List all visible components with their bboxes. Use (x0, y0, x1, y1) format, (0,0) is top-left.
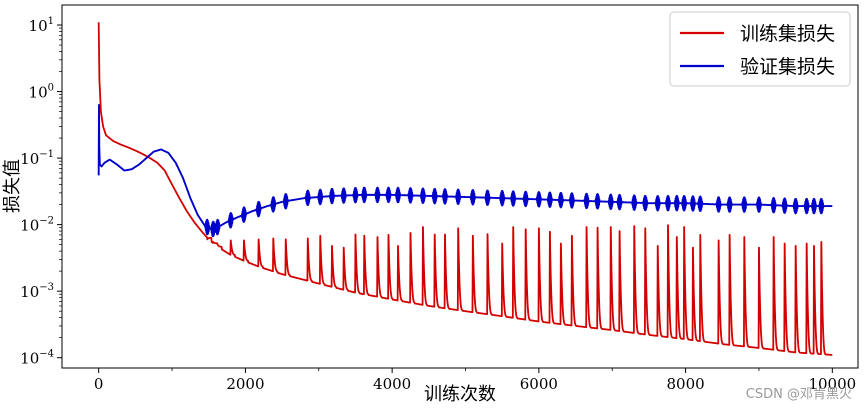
legend-label-val: 验证集损失 (740, 56, 835, 78)
plot-frame (61, 4, 859, 369)
series-layer (97, 22, 833, 356)
y-axis-title: 损失值 (2, 159, 23, 213)
y-tick-label: 10−3 (20, 282, 54, 301)
x-axis-title: 训练次数 (424, 384, 496, 405)
legend: 训练集损失 验证集损失 (669, 11, 851, 87)
series-line-train-loss (97, 22, 833, 356)
y-tick-label: 101 (29, 16, 54, 35)
x-tick-label: 10000 (808, 375, 856, 393)
watermark: CSDN @邓肯黑火 (746, 387, 852, 402)
legend-frame (669, 11, 851, 87)
x-tick-label: 6000 (520, 375, 558, 393)
legend-label-train: 训练集损失 (740, 23, 835, 45)
x-tick-label: 4000 (373, 375, 411, 393)
y-tick-label: 100 (29, 83, 54, 102)
x-axis: 0 2000 4000 6000 8000 10000 (94, 368, 856, 393)
x-tick-label: 8000 (667, 375, 705, 393)
y-tick-label: 10−4 (20, 349, 54, 368)
y-axis: 10−4 10−3 10−2 10−1 100 101 (20, 16, 62, 368)
x-tick-label: 0 (94, 375, 104, 393)
series-line-val-loss (97, 104, 833, 238)
y-tick-label: 10−2 (20, 216, 54, 235)
y-tick-label: 10−1 (20, 149, 54, 168)
x-tick-label: 2000 (226, 375, 264, 393)
